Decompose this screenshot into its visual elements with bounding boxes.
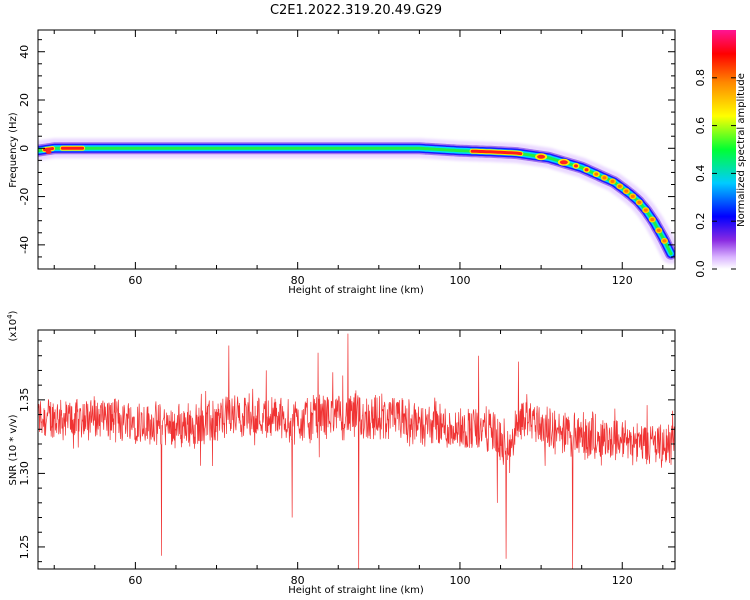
ridge-hot-core: [470, 149, 523, 156]
snr-panel: 60 80 100 120 1.25 1.30 1.35 Height of straigh…: [6, 310, 676, 596]
snr-y-tick-label: 1.30: [18, 461, 31, 486]
spectrogram-frame: [37, 29, 676, 270]
ridge-start-marker: [45, 149, 52, 154]
colorbar-tick-label: 0.4: [694, 165, 707, 183]
snr-ticks: 60 80 100 120 1.25 1.30 1.35: [18, 330, 675, 587]
spectrogram-y-tick-label: 40: [18, 45, 31, 59]
snr-series-line: [38, 333, 675, 569]
spectrogram-y-tick-label: 20: [18, 93, 31, 107]
ridge-blob-core: [650, 217, 655, 222]
spectrogram-ticks: 60 80 100 120 -40 -20 0 20 40: [18, 30, 675, 287]
snr-scale-close: ): [8, 310, 19, 314]
ridge-blob-core: [602, 176, 607, 180]
snr-scale-label: (x10: [8, 319, 19, 342]
colorbar: 0.0 0.2 0.4 0.6 0.8 Normalized spectral ampl…: [694, 30, 747, 278]
snr-scale-exponent: 4: [6, 314, 14, 319]
spectrogram-x-tick-label: 100: [449, 274, 470, 287]
colorbar-tick-label: 0.2: [694, 212, 707, 230]
spectrogram-y-tick-label: -20: [18, 188, 31, 206]
spectrogram-x-tick-label: 60: [128, 274, 142, 287]
ridge-blob-core: [637, 200, 642, 204]
snr-y-tick-label: 1.25: [18, 535, 31, 560]
spectrogram-x-label: Height of straight line (km): [288, 285, 424, 296]
colorbar-tick-label: 0.6: [694, 117, 707, 135]
snr-x-label: Height of straight line (km): [288, 585, 424, 596]
ridge-blob-core: [594, 172, 599, 176]
spectrogram-x-tick-label: 120: [612, 274, 633, 287]
colorbar-gradient: [712, 30, 736, 269]
colorbar-tick-label: 0.8: [694, 69, 707, 87]
ridge-blob-core: [610, 179, 615, 183]
snr-scale-factor: (x104): [6, 310, 19, 341]
ridge-hot-core: [43, 147, 55, 152]
ridge-blob-core: [630, 194, 635, 198]
ridge-blob-core: [584, 168, 589, 172]
colorbar-label: Normalized spectral amplitude: [736, 73, 747, 227]
spectrogram-x-tick-label: 80: [291, 274, 305, 287]
chart-title: C2E1.2022.319.20.49.G29: [270, 3, 442, 18]
ridge-blob-core: [574, 164, 579, 168]
snr-y-label: SNR (10 * v/v): [8, 414, 19, 485]
spectrogram-ridge: [38, 138, 675, 264]
spectrogram-y-tick-label: 0: [18, 145, 31, 152]
ridge-blob-core: [559, 160, 568, 165]
snr-x-tick-label: 60: [128, 574, 142, 587]
ridge-blob-core: [617, 184, 622, 188]
ridge-hot-spots: [42, 145, 668, 244]
colorbar-tick-label: 0.0: [694, 260, 707, 278]
spectrogram-y-tick-label: -40: [18, 236, 31, 254]
snr-y-tick-label: 1.35: [18, 388, 31, 413]
spectrogram-panel: 60 80 100 120 -40 -20 0 20 40 Height of straight…: [8, 29, 676, 296]
snr-x-tick-label: 80: [291, 574, 305, 587]
snr-x-tick-label: 100: [449, 574, 470, 587]
colorbar-ticks: 0.0 0.2 0.4 0.6 0.8: [694, 69, 736, 278]
spectrogram-y-label: Frequency (Hz): [8, 112, 19, 188]
snr-frame: [37, 329, 676, 570]
ridge-blob-core: [537, 154, 546, 159]
ridge-blob-core: [662, 239, 667, 243]
ridge-blob-core: [656, 228, 661, 232]
ridge-blob-core: [643, 208, 648, 212]
ridge-blob-core: [624, 189, 629, 193]
snr-x-tick-label: 120: [612, 574, 633, 587]
